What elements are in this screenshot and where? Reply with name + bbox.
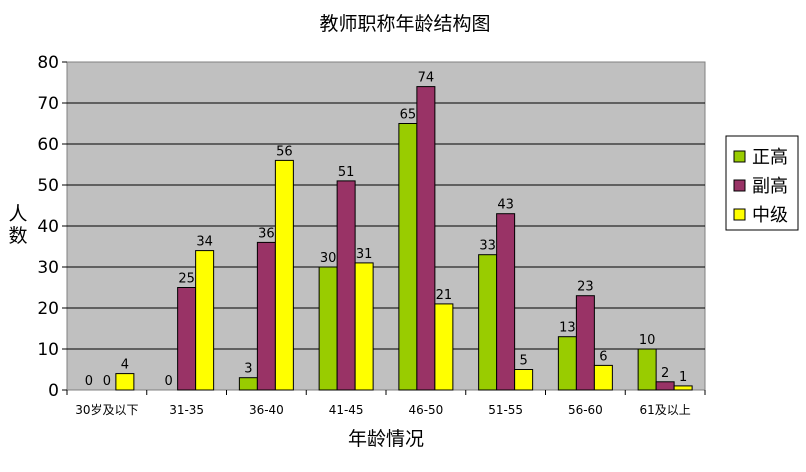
y-tick-label: 60 [37, 135, 59, 155]
bar [195, 250, 215, 391]
bar [575, 295, 595, 391]
y-tick-label: 70 [37, 94, 59, 114]
x-tick-label: 46-50 [408, 403, 443, 417]
y-axis-label-char: 数 [8, 225, 27, 247]
x-tick-label: 41-45 [329, 403, 364, 417]
x-axis-label: 年龄情况 [348, 428, 424, 450]
data-label: 4 [121, 358, 129, 373]
data-label: 74 [418, 71, 435, 86]
x-tick-label: 36-40 [249, 403, 284, 417]
bar [673, 385, 693, 391]
y-axis-label: 人数 [8, 203, 27, 247]
data-label: 43 [497, 198, 514, 213]
x-tick-label: 30岁及以下 [75, 402, 138, 417]
x-tick-label: 31-35 [169, 403, 204, 417]
data-label: 36 [258, 226, 275, 241]
bar [478, 254, 498, 391]
bar [238, 377, 258, 391]
bar [115, 373, 135, 391]
data-label: 30 [320, 251, 337, 266]
y-axis-label-char: 人 [8, 203, 27, 225]
data-label: 2 [661, 366, 669, 381]
bar [514, 369, 534, 391]
y-tick-label: 10 [37, 340, 59, 360]
data-label: 0 [103, 374, 111, 389]
data-label: 31 [356, 247, 373, 262]
x-tick-label: 61及以上 [639, 403, 690, 417]
y-axis-ticks: 0 10 20 30 40 50 60 70 80 [37, 53, 67, 401]
data-label: 0 [85, 374, 93, 389]
legend-label: 副高 [752, 176, 788, 197]
data-label: 25 [178, 272, 195, 287]
data-label: 10 [639, 333, 656, 348]
data-label: 5 [519, 354, 527, 369]
bar [274, 159, 294, 391]
bar [416, 86, 436, 391]
bar [655, 381, 675, 391]
bar [398, 123, 418, 391]
y-tick-label: 20 [37, 299, 59, 319]
legend-swatch [733, 179, 746, 192]
data-label: 0 [164, 374, 172, 389]
data-label: 51 [338, 165, 355, 180]
legend-swatch [733, 150, 746, 163]
bars [115, 86, 693, 391]
data-label: 3 [244, 362, 252, 377]
bar [637, 348, 657, 391]
y-tick-label: 50 [37, 176, 59, 196]
data-label: 65 [400, 108, 417, 123]
x-axis-ticks: 30岁及以下 31-35 36-40 41-45 46-50 51-55 56-60 61及以… [66, 390, 706, 417]
legend-swatch [733, 208, 746, 221]
data-label: 33 [479, 239, 496, 254]
legend-label: 中级 [752, 205, 788, 226]
grid-lines [67, 102, 705, 350]
data-label: 1 [679, 370, 687, 385]
y-tick-label: 0 [48, 381, 59, 401]
y-tick-label: 80 [37, 53, 59, 73]
x-tick-label: 56-60 [568, 403, 603, 417]
bar [557, 336, 577, 391]
bar [318, 266, 338, 391]
data-label: 13 [559, 321, 576, 336]
bar [593, 364, 613, 391]
x-tick-label: 51-55 [488, 403, 523, 417]
bar [496, 213, 516, 391]
bar [177, 287, 197, 391]
data-label: 34 [196, 235, 213, 250]
y-tick-label: 40 [37, 217, 59, 237]
bar [336, 180, 356, 391]
legend-label: 正高 [752, 147, 788, 168]
bar [434, 303, 454, 391]
y-tick-label: 30 [37, 258, 59, 278]
data-label: 23 [577, 280, 594, 295]
bar [354, 262, 374, 391]
chart-title: 教师职称年龄结构图 [319, 13, 490, 35]
data-label: 21 [436, 288, 453, 303]
data-label: 56 [276, 144, 293, 159]
bar [256, 241, 276, 391]
data-label: 6 [599, 349, 607, 364]
